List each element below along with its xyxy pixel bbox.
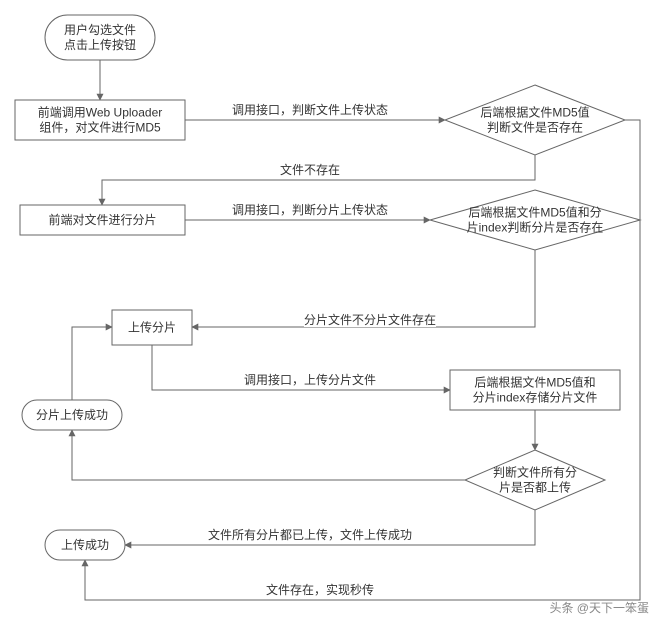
edge-label-upload-store: 调用接口，上传分片文件 [244, 372, 376, 387]
node-slice: 前端对文件进行分片 [20, 205, 185, 235]
node-upload-line0: 上传分片 [128, 320, 176, 335]
node-d_all-line0: 判断文件所有分 [493, 465, 577, 480]
node-d_exist: 后端根据文件MD5值判断文件是否存在 [445, 85, 625, 155]
edge-label-md5-d_exist: 调用接口，判断文件上传状态 [232, 102, 388, 117]
node-sliceok-line0: 分片上传成功 [36, 407, 108, 422]
edge-label-slice-d_slice: 调用接口，判断分片上传状态 [232, 202, 388, 217]
edge-sliceok-upload [72, 327, 112, 400]
node-sliceok: 分片上传成功 [22, 400, 122, 430]
edge-label-d_slice-upload: 分片文件不分片文件存在 [304, 312, 436, 327]
node-md5: 前端调用Web Uploader组件，对文件进行MD5 [15, 100, 185, 140]
node-d_exist-line1: 判断文件是否存在 [487, 120, 583, 135]
node-start: 用户勾选文件点击上传按钮 [45, 15, 155, 60]
node-md5-line0: 前端调用Web Uploader [38, 105, 163, 120]
node-d_slice-line0: 后端根据文件MD5值和分 [468, 205, 601, 220]
node-d_slice: 后端根据文件MD5值和分片index判断分片是否存在 [430, 190, 640, 250]
node-upload: 上传分片 [112, 310, 192, 345]
node-d_all: 判断文件所有分片是否都上传 [465, 450, 605, 510]
node-d_all-line1: 片是否都上传 [499, 480, 571, 495]
edge-label-d_all-success: 文件所有分片都已上传，文件上传成功 [208, 527, 412, 542]
edge-label-d_exist-success: 文件存在，实现秒传 [266, 582, 374, 597]
node-success-line0: 上传成功 [61, 537, 109, 552]
edge-d_all-sliceok [72, 430, 465, 480]
node-slice-line0: 前端对文件进行分片 [48, 212, 156, 227]
node-start-line1: 点击上传按钮 [64, 37, 136, 52]
footer-watermark: 头条 @天下一笨蛋 [549, 600, 649, 615]
node-store-line1: 分片index存储分片文件 [473, 390, 598, 405]
node-store: 后端根据文件MD5值和分片index存储分片文件 [450, 370, 620, 410]
node-store-line0: 后端根据文件MD5值和 [474, 375, 595, 390]
nodes-group: 用户勾选文件点击上传按钮前端调用Web Uploader组件，对文件进行MD5 后… [15, 15, 640, 560]
edge-label-d_exist-slice: 文件不存在 [280, 162, 340, 177]
node-success: 上传成功 [45, 530, 125, 560]
node-start-line0: 用户勾选文件 [64, 22, 136, 37]
node-d_exist-line0: 后端根据文件MD5值 [480, 105, 589, 120]
node-d_slice-line1: 片index判断分片是否存在 [467, 220, 604, 235]
node-md5-line1: 组件，对文件进行MD5 [39, 120, 161, 135]
flowchart-diagram: 调用接口，判断文件上传状态文件不存在调用接口，判断分片上传状态分片文件不分片文件… [0, 0, 661, 624]
